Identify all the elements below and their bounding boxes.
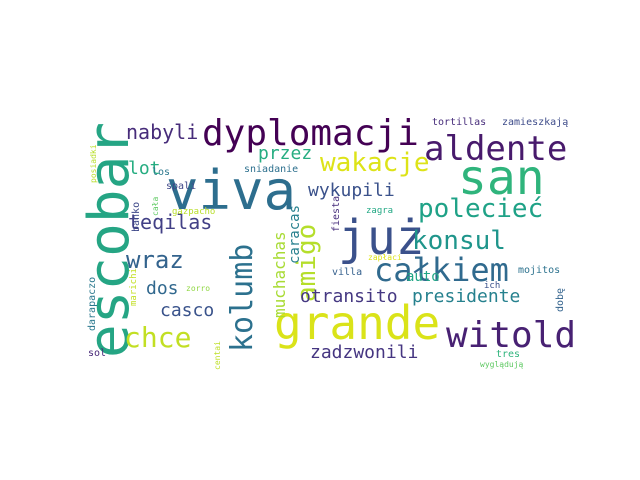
word-zadzwonili: zadzwonili <box>310 342 419 363</box>
word-marichi: marichi <box>129 268 139 306</box>
word-posiadki: posiadki <box>89 144 98 183</box>
word-los: los <box>152 167 171 178</box>
word-witold: witold <box>446 315 577 356</box>
word-caracas: caracas <box>287 204 303 264</box>
word-calkiem: całkiem <box>374 251 509 289</box>
word-zagra: zagra <box>366 206 394 216</box>
word-grande: grande <box>274 296 441 350</box>
word-dobe: dobę <box>555 287 566 312</box>
word-wykupili: wykupili <box>308 180 395 201</box>
word-sniadanie: sniadanie <box>244 164 299 175</box>
word-poleciec: polecieć <box>418 194 544 224</box>
word-zaplaci: zapłaci <box>368 253 402 262</box>
word-tres: tres <box>496 349 521 360</box>
word-ich: ich <box>484 281 501 291</box>
word-auto: auto <box>406 269 440 285</box>
word-sol: sol <box>88 348 107 359</box>
word-villa: villa <box>332 267 363 278</box>
word-spali: spali <box>166 181 197 192</box>
word-nabyli: nabyli <box>126 120 199 144</box>
word-presidente: presidente <box>412 286 521 307</box>
word-dyplomacji: dyplomacji <box>202 113 419 154</box>
word-mojitos: mojitos <box>518 265 561 276</box>
word-przez: przez <box>258 143 313 164</box>
word-fiesta: fiesta <box>331 195 342 232</box>
word-konsul: konsul <box>412 226 506 256</box>
word-zorro: zorro <box>186 284 211 293</box>
word-centai: centai <box>213 341 222 370</box>
word-aldente: aldente <box>424 129 568 169</box>
word-wygladuja: wyglądują <box>480 360 524 369</box>
word-wraz: wraz <box>126 246 184 274</box>
word-otransito: otransito <box>300 286 398 307</box>
word-dos: dos <box>146 278 179 299</box>
word-chce: chce <box>124 321 192 354</box>
word-cala: cała <box>151 196 160 216</box>
word-tortillas: tortillas <box>432 117 487 128</box>
word-san: san <box>458 150 545 206</box>
word-juz: już <box>338 210 425 266</box>
word-gazpacho: gazpacho <box>172 207 216 217</box>
word-lot: lot <box>128 158 161 179</box>
word-banko: banko <box>131 201 142 232</box>
word-kolumb: kolumb <box>225 243 260 352</box>
word-muchachas: muchachas <box>270 231 289 318</box>
word-teqilas: teqilas <box>128 210 213 234</box>
word-casco: casco <box>160 300 215 321</box>
word-darapaczo: darapaczo <box>87 276 98 331</box>
word-zamieszkaja: zamieszkają <box>502 117 569 128</box>
word-wakacje: wakacje <box>320 148 430 178</box>
word-viva: viva <box>166 159 297 222</box>
